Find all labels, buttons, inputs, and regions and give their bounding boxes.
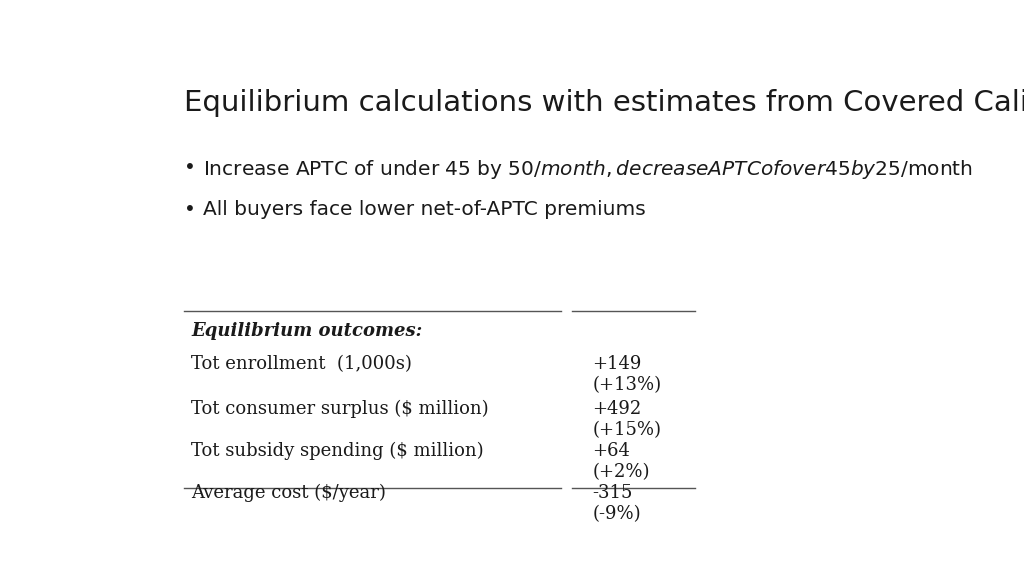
Text: Tot enrollment  (1,000s): Tot enrollment (1,000s) xyxy=(191,355,413,373)
Text: Equilibrium calculations with estimates from Covered California: Equilibrium calculations with estimates … xyxy=(183,89,1024,117)
Text: -315: -315 xyxy=(592,484,633,502)
Text: (+13%): (+13%) xyxy=(592,377,662,395)
Text: Average cost ($/year): Average cost ($/year) xyxy=(191,484,386,502)
Text: (-9%): (-9%) xyxy=(592,505,641,523)
Text: Tot subsidy spending ($ million): Tot subsidy spending ($ million) xyxy=(191,442,484,460)
Text: (+15%): (+15%) xyxy=(592,421,662,439)
Text: Equilibrium outcomes:: Equilibrium outcomes: xyxy=(191,322,423,340)
Text: +64: +64 xyxy=(592,442,630,460)
Text: •: • xyxy=(183,158,196,177)
Text: All buyers face lower net-of-APTC premiums: All buyers face lower net-of-APTC premiu… xyxy=(204,200,646,219)
Text: +149: +149 xyxy=(592,355,642,373)
Text: Tot consumer surplus ($ million): Tot consumer surplus ($ million) xyxy=(191,400,489,418)
Text: Increase APTC of under 45 by $50/month , decrease APTC of over 45 by $25/month: Increase APTC of under 45 by $50/month ,… xyxy=(204,158,973,181)
Text: +492: +492 xyxy=(592,400,641,418)
Text: •: • xyxy=(183,200,196,219)
Text: (+2%): (+2%) xyxy=(592,463,650,481)
